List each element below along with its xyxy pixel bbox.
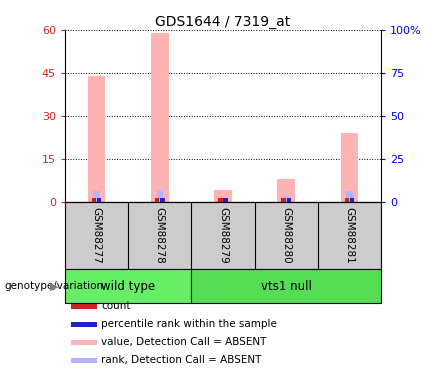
Bar [157, 190, 163, 202]
Bar [345, 198, 349, 202]
Bar [191, 269, 381, 303]
Bar [71, 322, 97, 327]
Bar [350, 198, 354, 202]
Text: count: count [101, 301, 131, 311]
Bar [341, 133, 358, 202]
Bar [65, 269, 191, 303]
Bar [214, 190, 232, 202]
Bar [71, 358, 97, 363]
Text: rank, Detection Call = ABSENT: rank, Detection Call = ABSENT [101, 356, 262, 365]
Bar [97, 198, 101, 202]
Bar [160, 198, 165, 202]
Bar [278, 179, 295, 202]
Bar [94, 190, 100, 202]
Title: GDS1644 / 7319_at: GDS1644 / 7319_at [155, 15, 291, 29]
Text: wild type: wild type [101, 280, 155, 293]
Bar [283, 196, 289, 202]
Bar [346, 190, 352, 202]
Bar [287, 198, 291, 202]
Text: GSM88278: GSM88278 [155, 207, 165, 263]
Bar [218, 198, 223, 202]
Bar [223, 198, 228, 202]
Text: GSM88281: GSM88281 [344, 207, 355, 263]
Bar [92, 198, 96, 202]
Bar [71, 340, 97, 345]
Bar [88, 76, 105, 202]
Text: GSM88277: GSM88277 [91, 207, 102, 263]
Bar [155, 198, 159, 202]
Bar [220, 200, 226, 202]
Text: percentile rank within the sample: percentile rank within the sample [101, 320, 277, 329]
Text: GSM88280: GSM88280 [281, 207, 291, 263]
Bar [151, 33, 168, 202]
Text: value, Detection Call = ABSENT: value, Detection Call = ABSENT [101, 338, 267, 347]
Text: vts1 null: vts1 null [261, 280, 312, 293]
Bar [281, 198, 286, 202]
Text: ▶: ▶ [50, 281, 58, 291]
Text: GSM88279: GSM88279 [218, 207, 228, 263]
Text: genotype/variation: genotype/variation [4, 281, 103, 291]
Bar [71, 304, 97, 309]
